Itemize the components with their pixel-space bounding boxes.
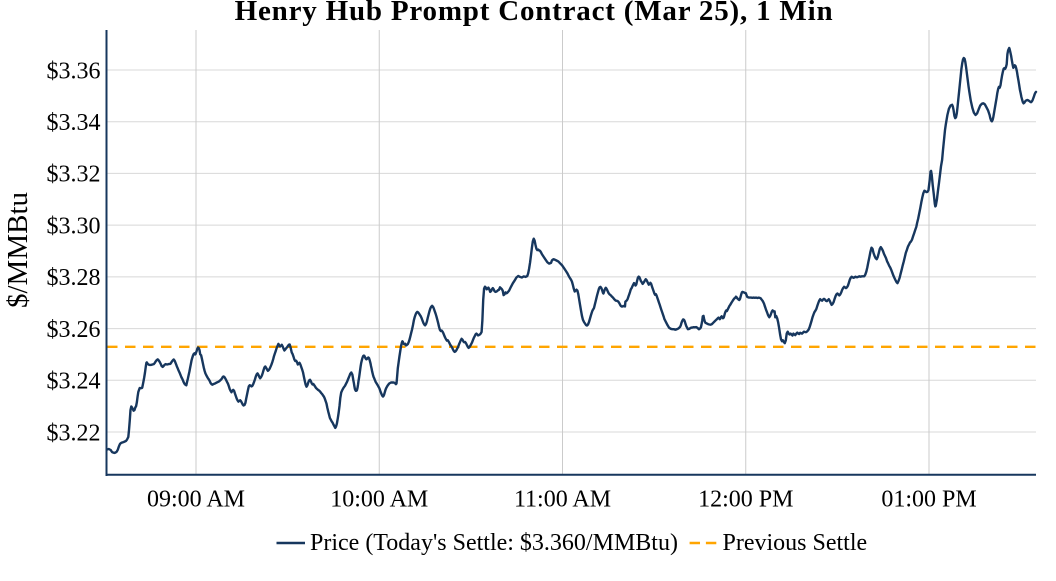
svg-text:$3.24: $3.24 — [47, 369, 101, 395]
svg-text:$3.32: $3.32 — [47, 162, 101, 188]
svg-text:01:00 PM: 01:00 PM — [881, 487, 976, 513]
svg-text:$3.28: $3.28 — [47, 265, 101, 291]
svg-text:11:00 AM: 11:00 AM — [514, 487, 611, 513]
svg-text:09:00 AM: 09:00 AM — [147, 487, 245, 513]
svg-text:$3.22: $3.22 — [47, 420, 101, 446]
svg-text:$3.36: $3.36 — [47, 58, 101, 84]
svg-text:Price (Today's Settle: $3.360/: Price (Today's Settle: $3.360/MMBtu) — [310, 530, 678, 556]
svg-text:Previous Settle: Previous Settle — [723, 530, 868, 556]
svg-text:$3.34: $3.34 — [47, 110, 101, 136]
svg-text:$3.26: $3.26 — [47, 317, 101, 343]
svg-text:Henry Hub Prompt Contract (Mar: Henry Hub Prompt Contract (Mar 25), 1 Mi… — [235, 0, 834, 27]
svg-text:$/MMBtu: $/MMBtu — [2, 192, 34, 308]
svg-text:12:00 PM: 12:00 PM — [698, 487, 793, 513]
svg-text:10:00 AM: 10:00 AM — [330, 487, 428, 513]
svg-text:$3.30: $3.30 — [47, 213, 101, 239]
